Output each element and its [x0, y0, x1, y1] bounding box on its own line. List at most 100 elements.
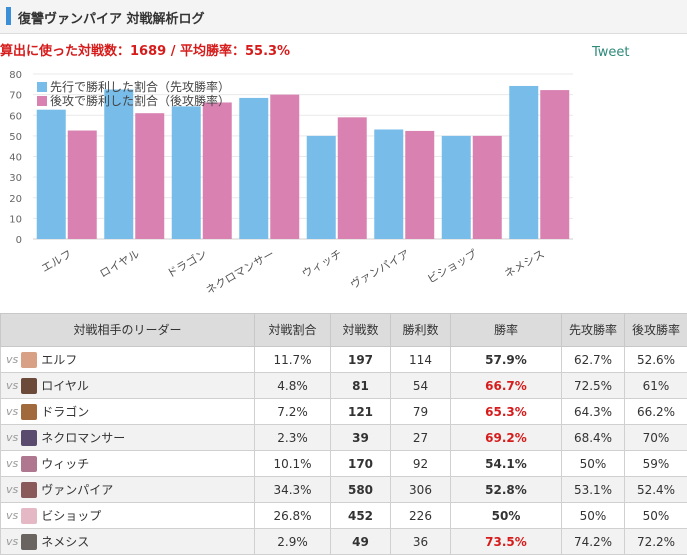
first-rate-cell: 68.4%: [562, 425, 625, 451]
wins-cell: 54: [391, 373, 451, 399]
first-rate-cell: 72.5%: [562, 373, 625, 399]
win-rate-bar-chart: 01020304050607080 エルフロイヤルドラゴンネクロマンサーウィッチ…: [0, 62, 687, 307]
matches-cell: 197: [331, 347, 391, 373]
wins-cell: 36: [391, 529, 451, 555]
y-tick-label: 60: [9, 111, 22, 122]
first-rate-cell: 50%: [562, 451, 625, 477]
vs-label: vs: [6, 379, 18, 392]
second-rate-cell: 70%: [625, 425, 687, 451]
wins-cell: 79: [391, 399, 451, 425]
wins-cell: 114: [391, 347, 451, 373]
bar-first-7: [509, 86, 538, 239]
leader-cell: vs ウィッチ: [1, 451, 255, 477]
wins-cell: 27: [391, 425, 451, 451]
y-tick-label: 70: [9, 91, 22, 102]
x-tick-label: ヴァンパイア: [348, 246, 412, 291]
bar-first-6: [442, 136, 471, 239]
y-tick-label: 50: [9, 132, 22, 143]
leader-avatar: [21, 352, 37, 368]
legend-swatch-first: [37, 82, 47, 92]
share-cell: 10.1%: [255, 451, 331, 477]
matches-cell: 170: [331, 451, 391, 477]
x-tick-label: ウィッチ: [300, 247, 345, 280]
column-header-leader: 対戦相手のリーダー: [1, 314, 255, 347]
second-rate-cell: 66.2%: [625, 399, 687, 425]
leader-name: ドラゴン: [41, 405, 89, 419]
x-tick-label: エルフ: [39, 247, 74, 275]
second-rate-cell: 50%: [625, 503, 687, 529]
column-header-share: 対戦割合: [255, 314, 331, 347]
legend-label-first: 先行で勝利した割合（先攻勝率）: [50, 79, 230, 94]
second-rate-cell: 52.4%: [625, 477, 687, 503]
rate-cell: 65.3%: [451, 399, 562, 425]
header-accent-bar: [6, 7, 11, 25]
matches-cell: 121: [331, 399, 391, 425]
vs-label: vs: [6, 353, 18, 366]
second-rate-cell: 61%: [625, 373, 687, 399]
page-title: 復讐ヴァンパイア 対戦解析ログ: [18, 8, 205, 27]
chart-x-axis-labels: エルフロイヤルドラゴンネクロマンサーウィッチヴァンパイアビショップネメシス: [39, 246, 547, 297]
wins-cell: 306: [391, 477, 451, 503]
column-header-rate: 勝率: [451, 314, 562, 347]
x-tick-label: ビショップ: [425, 247, 479, 286]
summary-text: 算出に使った対戦数：1689 / 平均勝率：55.3%: [0, 40, 290, 59]
first-rate-cell: 62.7%: [562, 347, 625, 373]
column-header-first-rate: 先攻勝率: [562, 314, 625, 347]
rate-cell: 57.9%: [451, 347, 562, 373]
y-tick-label: 40: [9, 153, 22, 164]
matches-cell: 81: [331, 373, 391, 399]
tweet-link[interactable]: Tweet: [592, 45, 630, 60]
bar-second-6: [473, 136, 502, 239]
x-tick-label: ネクロマンサー: [204, 247, 277, 297]
second-rate-cell: 59%: [625, 451, 687, 477]
share-cell: 2.9%: [255, 529, 331, 555]
second-rate-cell: 52.6%: [625, 347, 687, 373]
bar-first-0: [37, 110, 66, 239]
leader-cell: vs ネメシス: [1, 529, 255, 555]
y-tick-label: 80: [9, 70, 22, 81]
bar-first-4: [307, 136, 336, 239]
leader-name: ネメシス: [41, 535, 89, 549]
bar-first-5: [374, 129, 403, 239]
share-cell: 4.8%: [255, 373, 331, 399]
share-cell: 7.2%: [255, 399, 331, 425]
wins-cell: 92: [391, 451, 451, 477]
share-cell: 34.3%: [255, 477, 331, 503]
wins-cell: 226: [391, 503, 451, 529]
vs-label: vs: [6, 405, 18, 418]
column-header-second-rate: 後攻勝率: [625, 314, 687, 347]
bar-first-1: [104, 89, 133, 239]
legend-label-second: 後攻で勝利した割合（後攻勝率）: [50, 93, 230, 108]
vs-label: vs: [6, 457, 18, 470]
first-rate-cell: 50%: [562, 503, 625, 529]
rate-cell: 52.8%: [451, 477, 562, 503]
leader-avatar: [21, 404, 37, 420]
leader-avatar: [21, 508, 37, 524]
chart-bars: [37, 86, 570, 239]
table-header-row: 対戦相手のリーダー 対戦割合 対戦数 勝利数 勝率 先攻勝率 後攻勝率: [1, 314, 687, 347]
y-tick-label: 20: [9, 194, 22, 205]
first-rate-cell: 74.2%: [562, 529, 625, 555]
leader-name: ウィッチ: [41, 457, 89, 471]
y-tick-label: 10: [9, 214, 22, 225]
vs-label: vs: [6, 535, 18, 548]
x-tick-label: ドラゴン: [164, 246, 209, 280]
leader-name: ネクロマンサー: [41, 431, 125, 445]
bar-second-2: [203, 102, 232, 239]
bar-second-5: [405, 131, 434, 239]
matches-cell: 39: [331, 425, 391, 451]
share-cell: 26.8%: [255, 503, 331, 529]
vs-label: vs: [6, 483, 18, 496]
share-cell: 11.7%: [255, 347, 331, 373]
rate-cell: 54.1%: [451, 451, 562, 477]
